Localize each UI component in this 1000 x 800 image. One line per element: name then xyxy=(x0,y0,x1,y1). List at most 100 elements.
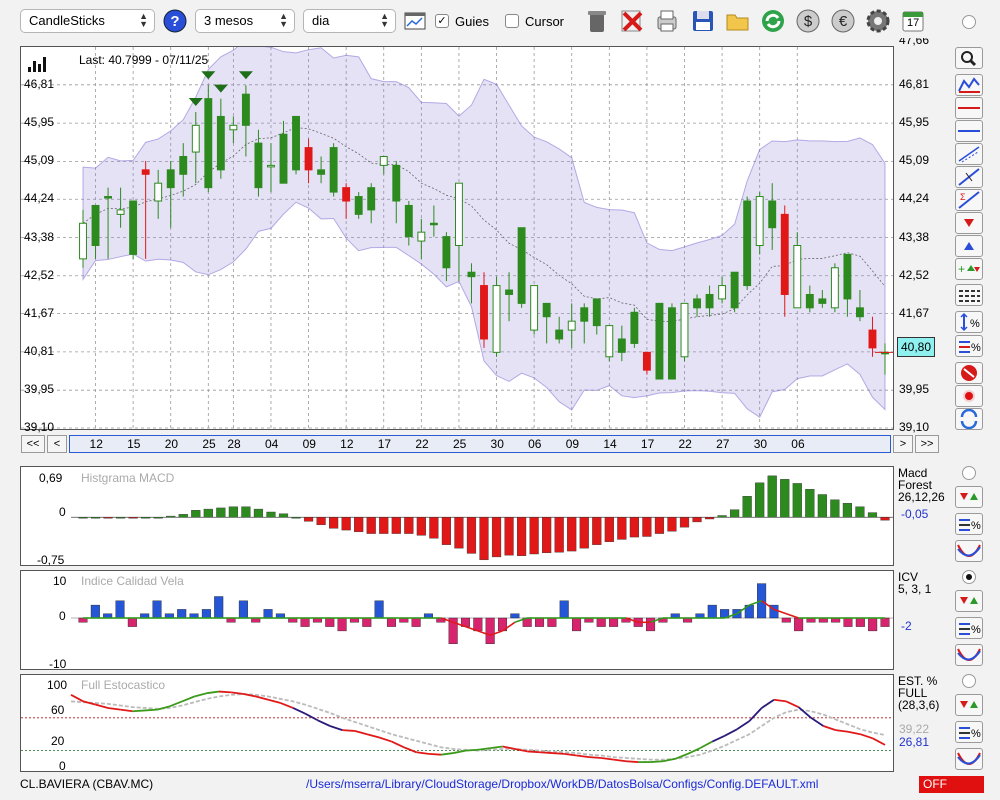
price-chart-panel[interactable]: Last: 40.7999 - 07/11/25 xyxy=(20,46,894,430)
indicator-signal-button[interactable] xyxy=(955,590,983,612)
toolbar-radio[interactable] xyxy=(962,15,976,29)
save-button[interactable] xyxy=(688,6,718,36)
interval-select[interactable]: dia ▲ ▼ xyxy=(303,9,396,33)
candle-body xyxy=(79,222,87,260)
svg-text:%: % xyxy=(971,728,981,740)
chart-window-button[interactable] xyxy=(400,6,430,36)
macd-bar xyxy=(216,507,226,518)
trendline-button[interactable] xyxy=(955,166,983,188)
stochastic-panel[interactable]: Full Estocastico 100 60 20 0 xyxy=(20,674,894,773)
indicator-radio[interactable] xyxy=(962,570,976,584)
nav-prev-button[interactable]: < xyxy=(47,435,67,453)
cursor-checkbox[interactable] xyxy=(505,14,519,28)
delete-button[interactable] xyxy=(582,6,612,36)
record-button[interactable] xyxy=(955,385,983,407)
print-button[interactable] xyxy=(652,6,682,36)
guides-checkbox[interactable]: ✓ xyxy=(435,14,449,28)
arrow-down-button[interactable] xyxy=(955,212,983,234)
date-tick-label: 09 xyxy=(302,437,316,451)
zoom-button[interactable] xyxy=(955,47,983,69)
candle-body xyxy=(743,200,752,287)
period-select[interactable]: 3 mesos ▲ ▼ xyxy=(195,9,295,33)
macd-panel[interactable]: Histgrama MACD 0,69 0 -0,75 xyxy=(20,466,894,567)
svg-text:$: $ xyxy=(804,13,813,30)
icv-bar xyxy=(374,600,384,619)
macd-bar xyxy=(517,517,527,556)
icv-signal-line xyxy=(786,612,799,619)
macd-bar xyxy=(679,517,690,528)
hline-blue-button[interactable] xyxy=(955,120,983,142)
indicator-lines-button[interactable]: % xyxy=(955,721,983,743)
lines-percent-icon: % xyxy=(959,727,981,740)
arrow-up-button[interactable] xyxy=(955,235,983,257)
candle-body xyxy=(705,293,714,309)
date-tick-label: 30 xyxy=(753,437,768,451)
config-path-link[interactable]: /Users/mserra/Library/CloudStorage/Dropb… xyxy=(306,777,819,791)
channel-button[interactable] xyxy=(955,143,983,165)
macd-bar xyxy=(654,517,665,534)
candle-body xyxy=(404,204,413,238)
fibo-button[interactable]: Σ xyxy=(955,189,983,211)
stochastic-k-line xyxy=(527,750,540,754)
swap-button[interactable] xyxy=(955,408,983,430)
indicator-lines-button[interactable]: % xyxy=(955,617,983,639)
icv-bar xyxy=(214,596,224,619)
cancel-icon xyxy=(621,10,643,32)
svg-text:?: ? xyxy=(170,13,179,30)
nav-last-button[interactable]: >> xyxy=(915,435,939,453)
indicator-curve-button[interactable] xyxy=(955,644,983,666)
date-scrollbar[interactable]: 12 15 20 25 28 04 09 12 17 22 25 30 06 09 14 17 22 27 30 06 xyxy=(69,435,891,453)
candle-body xyxy=(267,164,275,168)
hline-red-button[interactable] xyxy=(955,97,983,119)
lines-percent-button[interactable]: % xyxy=(955,335,983,357)
remove-button[interactable] xyxy=(617,6,647,36)
calendar-button[interactable]: 17 xyxy=(898,6,928,36)
stop-button[interactable] xyxy=(955,362,983,384)
macd-bar xyxy=(391,517,401,534)
indicator-signal-button[interactable] xyxy=(955,486,983,508)
refresh-button[interactable] xyxy=(758,6,788,36)
indicator-signal-button[interactable] xyxy=(955,694,983,716)
icv-signal-line xyxy=(477,630,491,636)
indicator-lines-button[interactable]: % xyxy=(955,513,983,535)
macd-bar xyxy=(266,511,276,518)
macd-bar xyxy=(141,517,151,519)
indicator-curve-button[interactable] xyxy=(955,748,983,770)
swap-arrows-icon xyxy=(960,409,978,429)
list-button[interactable] xyxy=(955,284,983,306)
help-button[interactable]: ? xyxy=(160,6,190,36)
status-off-badge[interactable]: OFF xyxy=(919,776,984,793)
icv-bar xyxy=(794,617,804,632)
chart-type-select[interactable]: CandleSticks ▲ ▼ xyxy=(20,9,155,33)
nav-next-button[interactable]: > xyxy=(893,435,913,453)
stoch-value-k: 26,81 xyxy=(899,735,930,749)
candle-body xyxy=(830,267,839,309)
icv-bar xyxy=(127,617,137,627)
stochastic-k-line xyxy=(218,690,232,694)
candle-body xyxy=(141,169,150,175)
candle-body xyxy=(429,222,438,226)
indicator-radio[interactable] xyxy=(962,674,976,688)
nav-first-button[interactable]: << xyxy=(21,435,45,453)
add-signal-button[interactable]: + xyxy=(955,258,983,280)
date-tick-label: 06 xyxy=(528,437,542,451)
candle-body xyxy=(592,298,601,327)
scale-percent-button[interactable]: % xyxy=(955,311,983,333)
candle-style-button[interactable] xyxy=(955,74,983,96)
indicator-radio[interactable] xyxy=(962,466,976,480)
settings-button[interactable] xyxy=(863,6,893,36)
date-tick-label: 06 xyxy=(791,437,805,451)
macd-ytick-zero: 0 xyxy=(59,505,66,519)
stoch-legend-line: FULL xyxy=(898,686,928,700)
date-tick-label: 27 xyxy=(716,437,730,451)
open-button[interactable] xyxy=(723,6,753,36)
scale-percent-icon: % xyxy=(960,312,980,332)
stochastic-k-line xyxy=(724,728,738,737)
icv-panel[interactable]: Indice Calidad Vela 10 0 -10 xyxy=(20,570,894,671)
stochastic-chart xyxy=(21,690,893,763)
indicator-curve-button[interactable] xyxy=(955,540,983,562)
price-ytick-right: 39,95 xyxy=(899,382,930,397)
currency-button[interactable]: $ xyxy=(793,6,823,36)
euro-button[interactable]: € xyxy=(828,6,858,36)
stochastic-k-line xyxy=(847,730,861,736)
